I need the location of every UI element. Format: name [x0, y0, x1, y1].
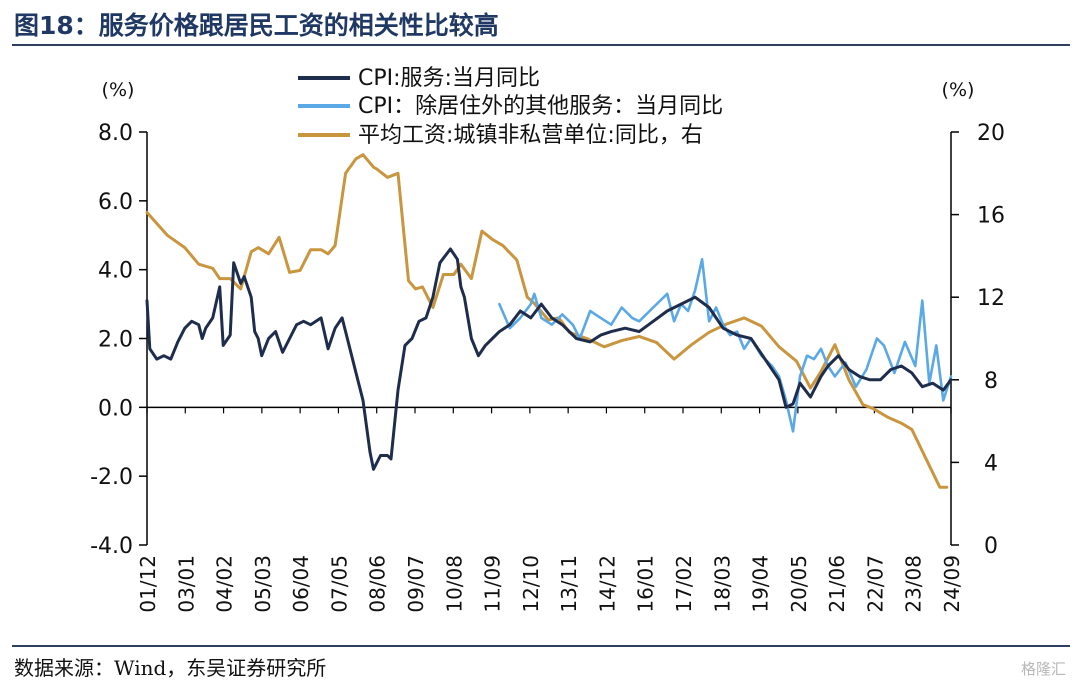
- x-tick-label: 14/12: [595, 555, 619, 613]
- x-tick-label: 10/08: [442, 555, 466, 613]
- x-tick-label: 12/10: [519, 555, 543, 613]
- x-tick-label: 21/06: [825, 555, 849, 613]
- x-tick-label: 20/05: [787, 555, 811, 613]
- figure-title: 图18：服务价格跟居民工资的相关性比较高: [14, 11, 499, 40]
- left-tick-label: 4.0: [98, 259, 133, 284]
- watermark-logo: 格隆汇: [1020, 660, 1066, 678]
- series-lines: [145, 153, 953, 489]
- x-tick-label: 05/03: [251, 555, 275, 613]
- left-tick-label: -2.0: [90, 465, 133, 490]
- x-tick-label: 19/04: [749, 555, 773, 613]
- legend-label-wages: 平均工资:城镇非私营单位:同比，右: [358, 123, 703, 148]
- x-tick-label: 01/12: [136, 555, 160, 613]
- left-tick-label: 2.0: [98, 328, 133, 353]
- right-tick-label: 12: [977, 286, 1005, 311]
- right-tick-label: 0: [984, 534, 998, 559]
- x-tick-label: 08/06: [366, 555, 390, 613]
- x-tick-label: 16/01: [634, 555, 658, 613]
- chart-legend: CPI:服务:当月同比 CPI：除居住外的其他服务：当月同比平均工资:城镇非私营单…: [298, 66, 723, 148]
- title-rule: [12, 44, 1070, 46]
- x-tick-label: 03/01: [174, 555, 198, 613]
- x-tick-label: 13/11: [557, 555, 581, 613]
- right-axis-unit: (%): [942, 79, 975, 101]
- right-tick-label: 8: [984, 369, 998, 394]
- left-tick-label: 0.0: [98, 396, 133, 421]
- right-tick-label: 20: [977, 121, 1005, 146]
- right-tick-label: 4: [984, 451, 998, 476]
- series-line-services_ex_housing: [498, 257, 953, 433]
- right-tick-label: 16: [977, 204, 1005, 229]
- zero-baseline: [146, 406, 952, 414]
- x-tick-label: 11/09: [481, 555, 505, 613]
- left-tick-label: 6.0: [98, 190, 133, 215]
- x-tick-label: 22/07: [863, 555, 887, 613]
- x-tick-label: 23/08: [902, 555, 926, 613]
- x-tick-label: 09/07: [404, 555, 428, 613]
- line-chart: (%) (%) 8.0 6.0 4.0 2.0 0.0 -2.0 -4.0 20 16 12 8 4 0 01…: [90, 66, 1005, 613]
- legend-label-services_ex_housing: CPI：除居住外的其他服务：当月同比: [358, 94, 723, 119]
- x-tick-label: 06/04: [289, 555, 313, 613]
- series-line-services: [145, 247, 953, 471]
- left-axis-unit: (%): [102, 79, 135, 101]
- x-tick-label: 18/03: [710, 555, 734, 613]
- legend-label-services: CPI:服务:当月同比: [358, 66, 540, 91]
- x-tick-label: 04/02: [213, 555, 237, 613]
- x-tick-label: 07/05: [327, 555, 351, 613]
- source-rule: [12, 645, 1070, 647]
- x-tick-label: 24/09: [940, 555, 964, 613]
- left-tick-label: 8.0: [98, 121, 133, 146]
- chart-axes: (%) (%) 8.0 6.0 4.0 2.0 0.0 -2.0 -4.0 20 16 12 8 4 0 01…: [90, 79, 1005, 613]
- series-line-wages: [145, 153, 949, 489]
- x-tick-label: 17/02: [672, 555, 696, 613]
- source-note: 数据来源：Wind，东吴证券研究所: [14, 656, 327, 680]
- left-tick-label: -4.0: [90, 534, 133, 559]
